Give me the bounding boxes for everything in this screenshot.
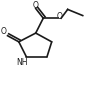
Text: O: O — [56, 12, 62, 21]
Text: NH: NH — [16, 58, 27, 67]
Text: O: O — [1, 27, 7, 36]
Text: O: O — [33, 1, 39, 10]
